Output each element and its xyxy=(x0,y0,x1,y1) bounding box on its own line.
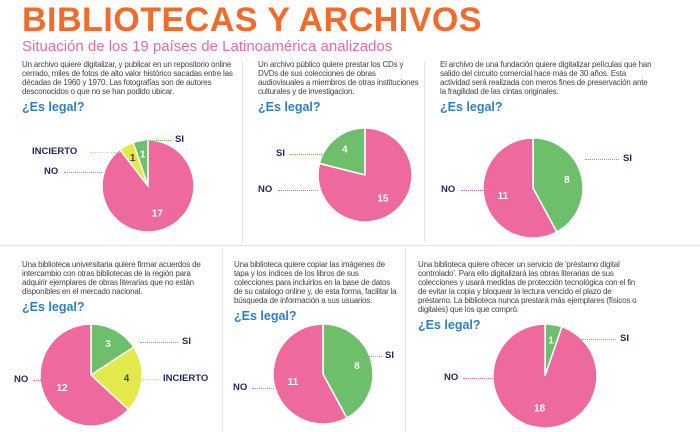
leader-line xyxy=(463,378,495,379)
slice-value-label: 11 xyxy=(498,191,509,202)
label-si: SI xyxy=(623,153,632,164)
label-no: NO xyxy=(441,184,456,195)
label-incierto: INCIERTO xyxy=(32,146,78,157)
case-panel: Un archivo público quiere prestar los CD… xyxy=(258,60,420,114)
pie-slice-si xyxy=(318,127,366,176)
divider xyxy=(222,248,223,432)
case-description: Una biblioteca quiere copiar las imágene… xyxy=(234,260,397,305)
pie-chart: 4 15 xyxy=(317,127,413,223)
question-heading: ¿Es legal? xyxy=(22,100,85,114)
leader-line xyxy=(278,190,318,191)
divider xyxy=(405,248,406,432)
case-description: Una biblioteca universitaria quiere firm… xyxy=(22,260,201,296)
leader-line xyxy=(560,339,616,340)
leader-line xyxy=(33,380,47,381)
slice-value-label: 11 xyxy=(288,377,299,388)
question-heading: ¿Es legal? xyxy=(440,100,503,114)
pie-chart: 1 18 xyxy=(492,323,598,429)
label-si: SI xyxy=(276,148,285,159)
pie-slice-si xyxy=(532,137,584,233)
leader-line xyxy=(145,140,171,141)
slice-value-label: 12 xyxy=(56,383,68,394)
label-si: SI xyxy=(385,350,394,361)
label-no: NO xyxy=(444,372,459,383)
leader-line xyxy=(290,154,322,155)
divider xyxy=(0,245,700,246)
leader-line xyxy=(252,388,274,389)
leader-line xyxy=(461,190,483,191)
slice-value-label: 15 xyxy=(377,193,389,204)
leader-line xyxy=(142,379,160,380)
case-description: Una biblioteca quiere ofrecer un servici… xyxy=(418,260,637,314)
slice-value-label: 1 xyxy=(548,336,554,347)
pie-chart: 8 11 xyxy=(482,137,584,239)
case-description: Un archivo quiere digitalizar, y publica… xyxy=(22,60,233,96)
pie-chart: 8 11 xyxy=(272,323,374,425)
case-panel: Una biblioteca quiere copiar las imágene… xyxy=(234,260,400,323)
label-si: SI xyxy=(182,336,191,347)
leader-line xyxy=(140,342,178,343)
slice-value-label: 18 xyxy=(534,403,546,414)
label-no: NO xyxy=(14,374,29,385)
label-incierto: INCIERTO xyxy=(163,373,209,384)
pie-slice-no xyxy=(272,323,348,425)
case-description: Un archivo público quiere prestar los CD… xyxy=(258,60,419,96)
pie-slice-no xyxy=(101,139,195,233)
slice-value-label: 4 xyxy=(124,373,130,384)
divider xyxy=(424,62,425,242)
question-heading: ¿Es legal? xyxy=(22,300,85,314)
pie-slice-si xyxy=(322,323,374,419)
case-panel: El archivo de una fundación quiere digit… xyxy=(440,60,655,114)
slice-value-label: 4 xyxy=(342,145,348,156)
question-heading: ¿Es legal? xyxy=(418,318,481,332)
label-no: NO xyxy=(233,382,248,393)
label-no: NO xyxy=(258,184,273,195)
label-no: NO xyxy=(44,166,59,177)
pie-slice-no xyxy=(492,323,598,429)
case-description: El archivo de una fundación quiere digit… xyxy=(440,60,652,96)
question-heading: ¿Es legal? xyxy=(234,309,297,323)
pie-slice-no xyxy=(39,323,130,427)
case-panel: Una biblioteca quiere ofrecer un servici… xyxy=(418,260,640,332)
pie-slice-no xyxy=(482,137,558,239)
case-panel: Un archivo quiere digitalizar, y publica… xyxy=(22,60,234,114)
page-title: BIBLIOTECAS Y ARCHIVOS xyxy=(22,1,482,39)
pie-chart: 3 4 12 xyxy=(39,323,143,427)
leader-line xyxy=(90,152,128,153)
pie-slice-si xyxy=(90,323,135,377)
slice-value-label: 1 xyxy=(130,153,136,164)
label-si: SI xyxy=(175,134,184,145)
slice-value-label: 8 xyxy=(564,175,570,186)
question-heading: ¿Es legal? xyxy=(258,100,321,114)
leader-line xyxy=(64,172,102,173)
divider xyxy=(242,62,243,242)
slice-value-label: 8 xyxy=(354,361,360,372)
slice-value-label: 1 xyxy=(140,150,146,161)
page-subtitle: Situación de los 19 países de Latinoamér… xyxy=(22,38,393,55)
case-panel: Una biblioteca universitaria quiere firm… xyxy=(22,260,217,314)
label-si: SI xyxy=(620,333,629,344)
pie-slice-no xyxy=(317,127,413,223)
leader-line xyxy=(585,159,619,160)
leader-line xyxy=(366,356,382,357)
slice-value-label: 3 xyxy=(105,339,111,350)
pie-chart: 11 17 xyxy=(101,139,195,233)
pie-slice-incierto xyxy=(89,346,143,411)
slice-value-label: 17 xyxy=(152,208,164,219)
